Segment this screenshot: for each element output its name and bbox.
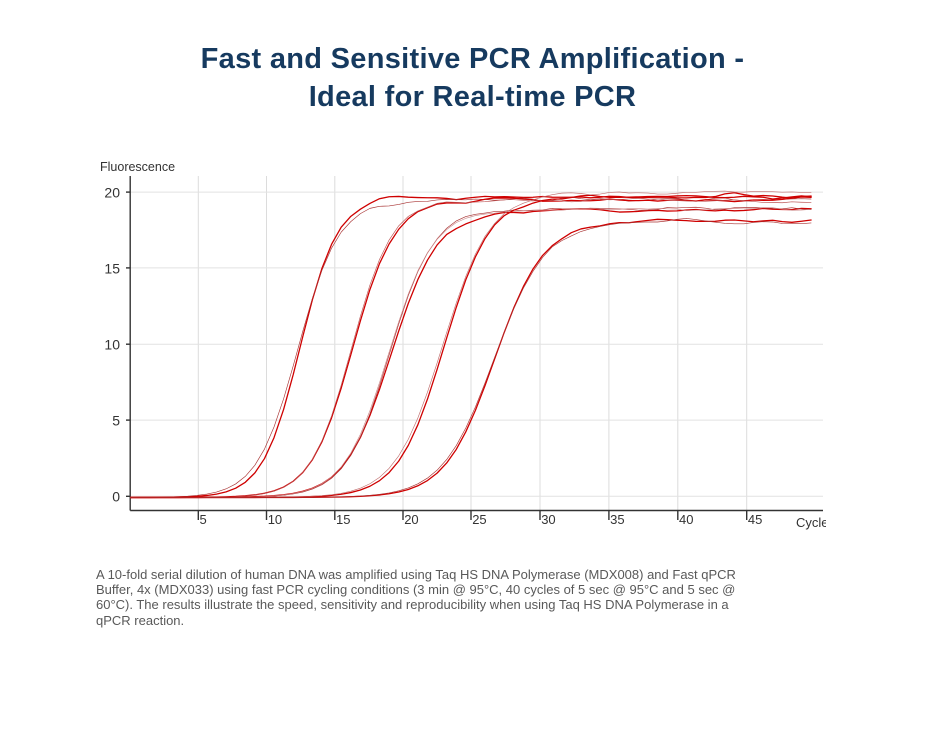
svg-text:20: 20 [404,512,418,527]
svg-text:15: 15 [104,260,120,276]
svg-text:30: 30 [541,512,555,527]
svg-text:Fluorescence: Fluorescence [100,160,175,174]
svg-text:40: 40 [679,512,693,527]
svg-text:10: 10 [268,512,282,527]
svg-text:20: 20 [104,185,120,201]
svg-text:5: 5 [112,413,120,429]
svg-text:15: 15 [336,512,350,527]
svg-text:Cycles: Cycles [796,515,836,530]
svg-text:0: 0 [112,489,120,505]
svg-text:25: 25 [472,512,486,527]
svg-text:5: 5 [200,512,207,527]
svg-text:45: 45 [748,512,762,527]
svg-text:35: 35 [610,512,624,527]
svg-text:10: 10 [104,337,120,353]
